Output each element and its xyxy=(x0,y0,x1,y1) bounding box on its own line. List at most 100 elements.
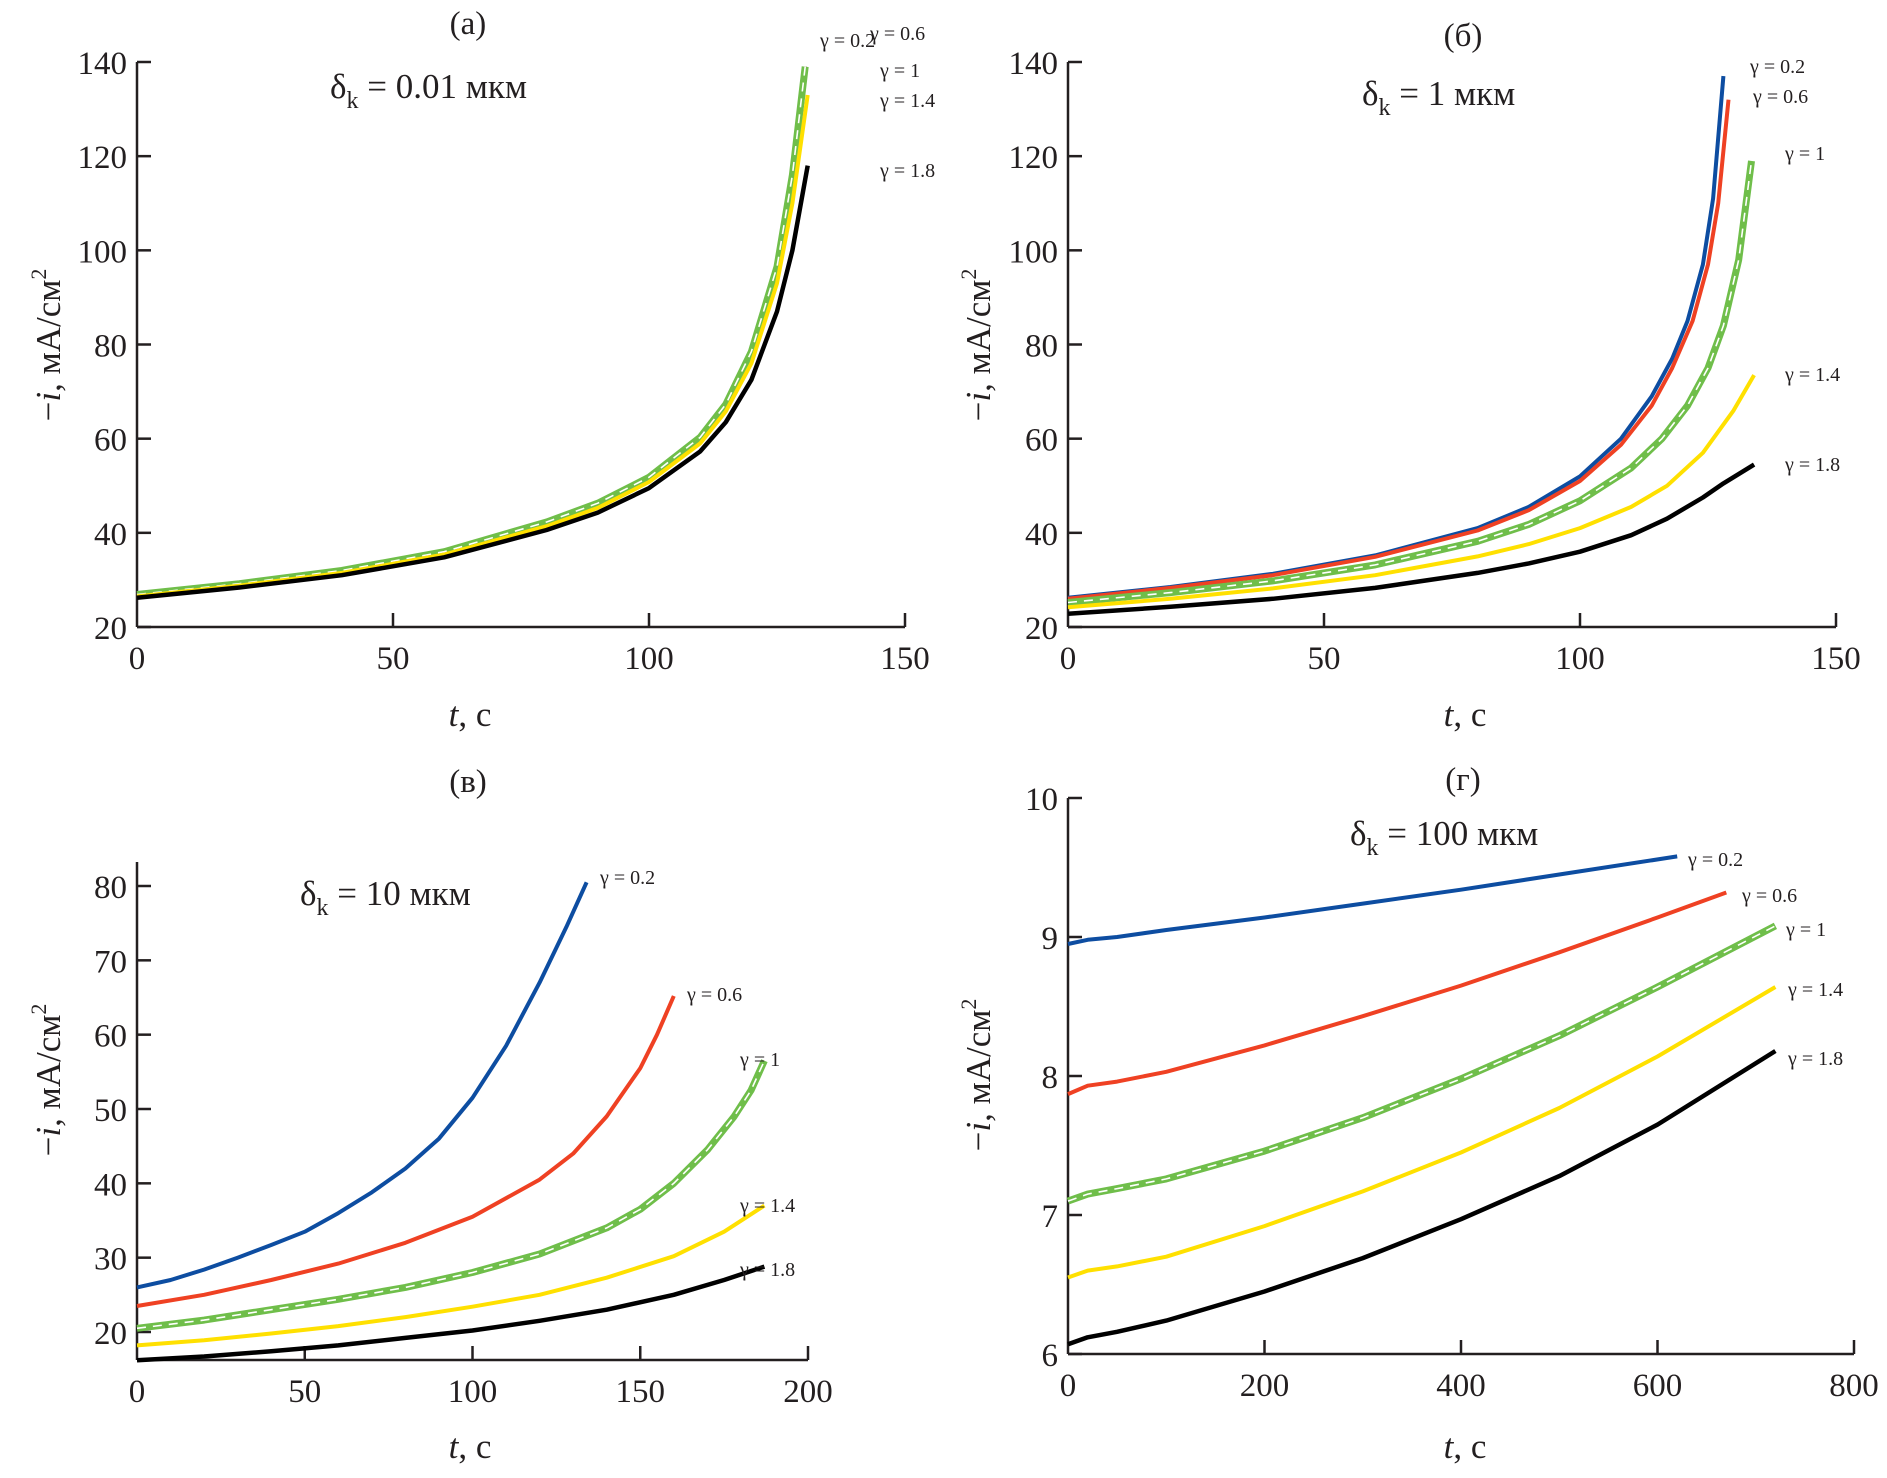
panel-label: (a) xyxy=(450,6,487,42)
series-line-dash xyxy=(1067,160,1753,604)
y-tick-label: 40 xyxy=(94,517,127,553)
x-tick-label: 150 xyxy=(1811,641,1861,677)
x-axis-title: t, с xyxy=(1444,1427,1487,1466)
series-line xyxy=(136,165,810,601)
y-tick-label: 60 xyxy=(1025,423,1058,459)
series-gamma-1.8 xyxy=(136,1264,766,1363)
series-line xyxy=(1067,1049,1777,1347)
x-tick-label: 800 xyxy=(1829,1368,1879,1404)
x-tick-label: 100 xyxy=(624,641,674,677)
thickness-annotation: δk = 1 мкм xyxy=(1362,74,1515,121)
series-line-dash xyxy=(136,66,806,596)
series-gamma-1 xyxy=(136,1059,768,1332)
series-gamma-1 xyxy=(136,66,809,598)
y-tick-label: 20 xyxy=(94,1316,127,1352)
y-tick-label: 8 xyxy=(1042,1060,1059,1096)
thickness-annotation: δk = 10 мкм xyxy=(300,874,471,921)
x-tick-label: 0 xyxy=(129,1374,146,1410)
y-tick-label: 120 xyxy=(78,140,128,176)
series-label: γ = 1 xyxy=(1785,919,1826,941)
series-label: γ = 1.4 xyxy=(879,90,935,112)
series-gamma-1.4 xyxy=(136,1203,766,1348)
y-tick-label: 80 xyxy=(1025,329,1058,365)
series-label: γ = 1.4 xyxy=(739,1195,795,1217)
series-label: γ = 1.8 xyxy=(1784,454,1840,476)
y-axis-title: −i, мА/см2 xyxy=(26,269,68,422)
series-line-dash xyxy=(136,1060,766,1330)
x-tick-label: 150 xyxy=(880,641,930,677)
y-tick-label: 100 xyxy=(78,234,128,270)
y-tick-label: 50 xyxy=(94,1093,127,1129)
x-tick-label: 400 xyxy=(1436,1368,1486,1404)
x-tick-label: 200 xyxy=(783,1374,833,1410)
series-gamma-1.8 xyxy=(1067,462,1756,617)
series-line xyxy=(136,66,808,597)
series-line-dash xyxy=(1067,925,1776,1202)
series-line xyxy=(1067,160,1755,606)
y-tick-label: 80 xyxy=(94,329,127,365)
series-gamma-0.6 xyxy=(1067,99,1731,601)
panel-label: (б) xyxy=(1444,18,1483,54)
series-gamma-1.8 xyxy=(1067,1049,1777,1347)
y-tick-label: 100 xyxy=(1009,234,1059,270)
series-gamma-0.6 xyxy=(136,66,808,597)
series-gamma-1 xyxy=(1066,922,1778,1205)
x-tick-label: 600 xyxy=(1633,1368,1683,1404)
x-tick-label: 50 xyxy=(1308,641,1341,677)
series-label: γ = 1.4 xyxy=(1784,364,1840,386)
series-line xyxy=(1067,374,1756,610)
series-line xyxy=(1066,922,1778,1205)
series-label: γ = 0.2 xyxy=(1687,849,1743,871)
y-tick-label: 7 xyxy=(1042,1199,1059,1235)
series-gamma-0.6 xyxy=(136,995,676,1308)
series-line xyxy=(1067,99,1731,601)
series-label: γ = 1 xyxy=(739,1049,780,1071)
y-tick-label: 120 xyxy=(1009,140,1059,176)
series-line xyxy=(1067,75,1726,600)
panel-1: 0 50 100 150 20 40 60 80 100 120 140 (a) δk = 0.01 м… xyxy=(26,6,935,734)
panel-3: 0 50 100 150 200 20 30 40 50 60 70 80 (в) δk = 10 мкм… xyxy=(26,764,833,1466)
series-line xyxy=(1067,462,1756,617)
y-tick-label: 9 xyxy=(1042,921,1059,957)
series-line xyxy=(136,1264,766,1363)
y-tick-label: 80 xyxy=(94,870,127,906)
series-gamma-1.4 xyxy=(136,94,810,599)
series-line xyxy=(136,66,808,597)
y-tick-label: 70 xyxy=(94,944,127,980)
x-tick-label: 150 xyxy=(616,1374,666,1410)
series-label: γ = 1 xyxy=(879,60,920,82)
series-label: γ = 0.6 xyxy=(686,984,742,1006)
y-tick-label: 40 xyxy=(1025,517,1058,553)
y-tick-label: 60 xyxy=(94,1019,127,1055)
series-gamma-0.2 xyxy=(136,66,808,597)
y-tick-label: 30 xyxy=(94,1242,127,1278)
y-axis-title: −i, мА/см2 xyxy=(26,1004,68,1157)
series-label: γ = 1 xyxy=(1784,143,1825,165)
series-gamma-1.8 xyxy=(136,165,810,601)
series-label: γ = 0.2 xyxy=(599,867,655,889)
series-gamma-1 xyxy=(1067,160,1755,606)
series-label: γ = 1.8 xyxy=(879,160,935,182)
y-axis-title: −i, мА/см2 xyxy=(956,269,998,422)
x-tick-label: 50 xyxy=(288,1374,321,1410)
series-label: γ = 0.2 xyxy=(819,30,875,52)
series-label: γ = 0.6 xyxy=(869,23,925,45)
series-label: γ = 0.2 xyxy=(1749,56,1805,78)
x-tick-label: 0 xyxy=(1060,641,1077,677)
y-tick-label: 40 xyxy=(94,1167,127,1203)
x-tick-label: 0 xyxy=(129,641,146,677)
series-gamma-0.2 xyxy=(136,881,589,1290)
panel-label: (в) xyxy=(449,764,487,800)
thickness-annotation: δk = 100 мкм xyxy=(1350,814,1538,861)
x-tick-label: 100 xyxy=(1555,641,1605,677)
series-line xyxy=(136,94,810,599)
series-gamma-0.6 xyxy=(1067,890,1727,1096)
series-line xyxy=(1067,985,1777,1280)
x-axis-title: t, с xyxy=(449,1427,492,1466)
series-label: γ = 1.8 xyxy=(739,1259,795,1281)
series-line xyxy=(136,881,589,1290)
y-tick-label: 140 xyxy=(78,46,128,82)
x-tick-label: 50 xyxy=(377,641,410,677)
series-label: γ = 1.8 xyxy=(1787,1048,1843,1070)
